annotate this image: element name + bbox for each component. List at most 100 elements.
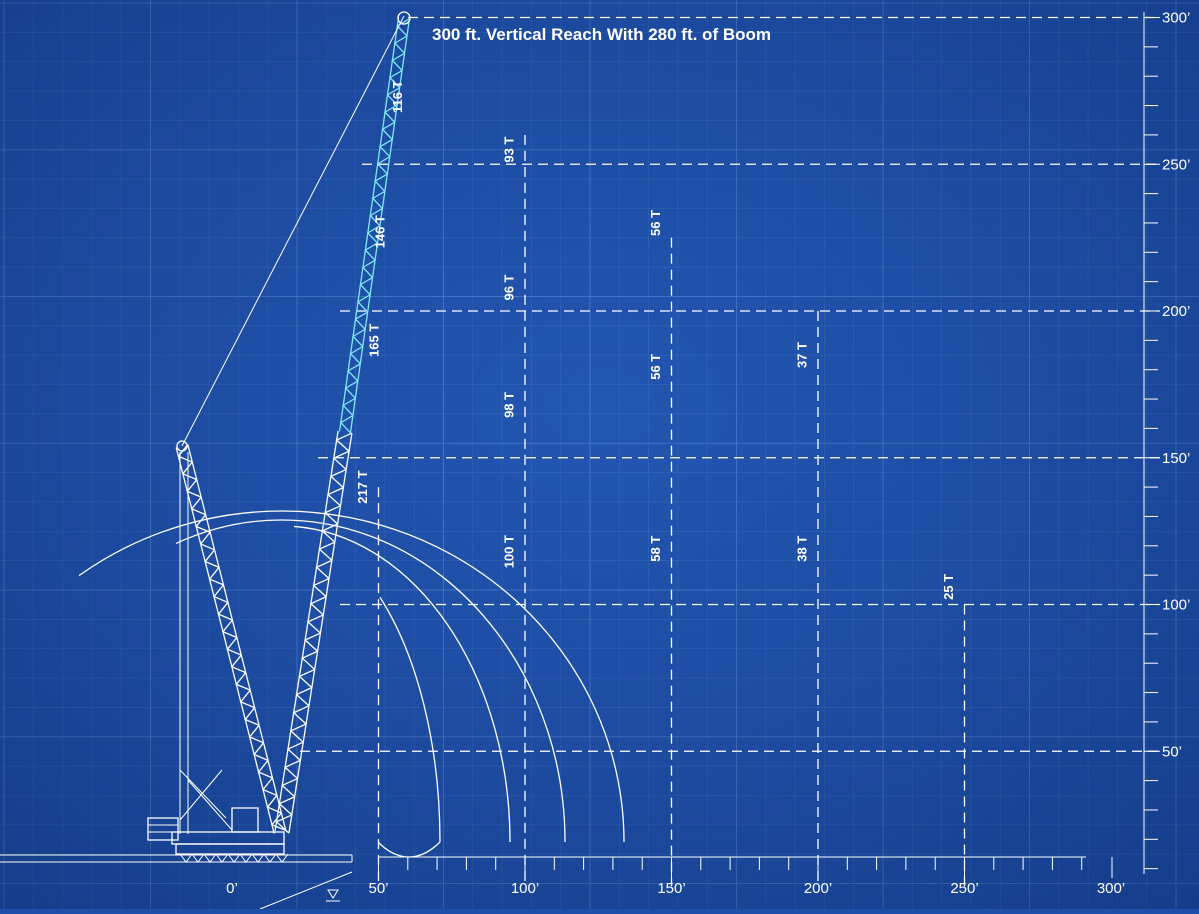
- mast-lacing: [190, 496, 206, 516]
- main-boom-upper-lacing: [379, 138, 393, 158]
- main-boom-upper: [338, 17, 411, 434]
- main-boom-lower-lacing: [292, 705, 310, 725]
- x-axis-label: 250’: [950, 880, 978, 897]
- main-boom-upper-lacing: [381, 121, 396, 140]
- load-label: 56 T: [648, 210, 663, 236]
- main-boom-upper-lacing: [386, 87, 400, 106]
- mast-lacing: [248, 724, 264, 744]
- load-label: 98 T: [501, 392, 516, 418]
- load-label: 93 T: [501, 137, 516, 163]
- main-boom-upper-lacing: [371, 190, 386, 209]
- load-label: 58 T: [648, 536, 663, 562]
- main-boom-upper-lacing: [339, 414, 354, 434]
- load-label: 96 T: [501, 274, 516, 300]
- reach-arc-4: [175, 519, 566, 843]
- mast-lacing: [217, 602, 233, 621]
- mast-lacing: [181, 461, 197, 481]
- cab: [231, 807, 259, 833]
- main-boom-lower-lacing: [332, 450, 350, 470]
- ground-slope: [259, 871, 353, 910]
- main-boom-lower-chord: [274, 430, 339, 832]
- mast-lacing: [208, 566, 224, 586]
- main-boom-upper-lacing: [364, 242, 378, 261]
- gantry-struts: [179, 769, 233, 831]
- boom-tip-sheave: [397, 11, 411, 25]
- main-boom-lower-lacing: [301, 650, 318, 670]
- main-boom-upper-lacing: [359, 276, 373, 296]
- mast-lacing: [244, 707, 260, 726]
- mast-lacing: [204, 549, 220, 568]
- mast-lacing: [213, 584, 229, 604]
- y-axis-label: 200’: [1162, 303, 1190, 320]
- x-axis-label: 200’: [804, 880, 832, 897]
- main-boom-upper-lacing: [356, 294, 371, 313]
- main-boom-lower-lacing: [286, 741, 304, 761]
- y-axis-label: 100’: [1162, 597, 1190, 614]
- mast-lacing: [221, 619, 238, 639]
- x-axis-label: 150’: [657, 880, 685, 897]
- mast-lacing: [186, 479, 202, 498]
- main-boom-upper-lacing: [369, 207, 383, 227]
- reach-arc-2: [379, 596, 441, 843]
- main-boom-upper-lacing: [361, 259, 376, 278]
- load-label: 165 T: [367, 324, 382, 357]
- mast-lacing: [262, 777, 278, 797]
- mast-lacing: [226, 637, 242, 656]
- main-boom-lower: [274, 430, 353, 834]
- main-boom-lower-lacing: [309, 596, 327, 616]
- mast-lacing: [270, 812, 287, 832]
- main-boom-lower-lacing: [295, 687, 313, 707]
- main-boom-upper-lacing: [344, 380, 359, 399]
- mast-lacing: [235, 672, 251, 691]
- main-boom-upper-lacing: [388, 69, 403, 89]
- load-label: 146 T: [372, 215, 387, 248]
- main-boom-upper-lacing: [374, 173, 388, 192]
- y-axis-label: 300’: [1162, 10, 1190, 27]
- x-axis-label: 300’: [1097, 880, 1125, 897]
- main-boom-lower-lacing: [289, 723, 307, 743]
- load-label: 25 T: [941, 574, 956, 600]
- y-axis-label: 150’: [1162, 450, 1190, 467]
- main-boom-lower-lacing: [306, 614, 324, 634]
- mast-lacing: [230, 654, 246, 674]
- main-boom-upper-lacing: [354, 311, 368, 330]
- mast-lacing: [266, 795, 282, 814]
- load-label: 116 T: [390, 80, 405, 113]
- main-boom-lower-lacing: [275, 814, 293, 834]
- mast-lacing: [199, 531, 215, 551]
- main-boom-lower-lacing: [315, 559, 333, 580]
- main-boom-upper-lacing: [376, 156, 391, 175]
- main-boom-upper-lacing: [347, 363, 361, 382]
- boom-pendant: [181, 15, 405, 447]
- reference-lines: [300, 16, 1160, 887]
- main-boom-lower-lacing: [281, 777, 298, 798]
- main-boom-upper-lacing: [366, 225, 381, 244]
- main-boom-upper-lacing: [349, 345, 364, 365]
- main-boom-upper-chord: [338, 17, 400, 432]
- chart-title: 300 ft. Vertical Reach With 280 ft. of B…: [432, 25, 771, 44]
- mast-lacing: [253, 742, 269, 761]
- main-boom-upper-lacing: [393, 35, 408, 54]
- load-label: 100 T: [501, 535, 516, 568]
- y-axis-label: 50’: [1162, 743, 1182, 760]
- reach-arc-5: [78, 510, 625, 843]
- main-boom-lower-lacing: [329, 468, 347, 489]
- carbody: [175, 843, 285, 855]
- load-label: 37 T: [794, 342, 809, 368]
- axes: 50’ 100’ 150’ 200’ 250’ 300’ 0’ 50’ 100’ 150’ 200’…: [226, 10, 1190, 898]
- x-axis-label: 100’: [511, 880, 539, 897]
- mast-tip-sheave: [176, 440, 188, 452]
- x-axis-label: 0’: [226, 880, 238, 897]
- main-boom-lower-lacing: [303, 632, 321, 652]
- main-boom-lower-lacing: [312, 577, 330, 598]
- mast-lacing: [257, 759, 273, 779]
- main-boom-lower-lacing: [321, 523, 338, 543]
- main-boom-upper-lacing: [396, 18, 410, 37]
- grade-marker-icon: [327, 889, 339, 899]
- mast: [175, 444, 287, 834]
- main-boom-lower-lacing: [326, 487, 344, 507]
- mast-lacing: [195, 514, 211, 533]
- main-boom-lower-lacing: [335, 432, 353, 452]
